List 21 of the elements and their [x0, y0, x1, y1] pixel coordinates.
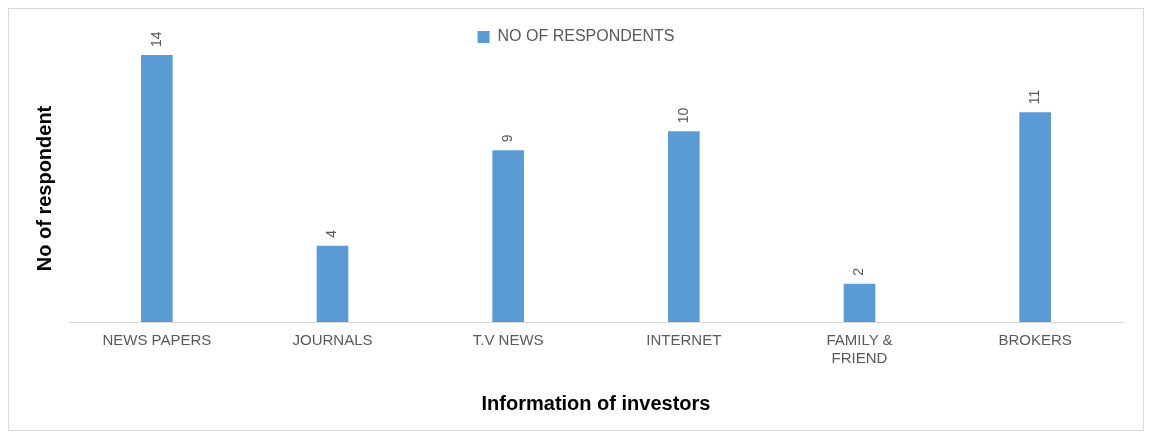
bar — [843, 283, 876, 322]
bar — [141, 55, 173, 322]
x-tick-label: FAMILY & FRIEND — [826, 331, 893, 367]
bar — [316, 245, 349, 322]
x-tick-label: NEWS PAPERS — [102, 331, 212, 349]
x-tick-label: INTERNET — [646, 331, 722, 349]
x-tick-label: JOURNALS — [292, 331, 373, 349]
data-label: 2 — [850, 267, 867, 276]
legend-label: NO OF RESPONDENTS — [497, 27, 675, 45]
x-tick-label: T.V NEWS — [472, 331, 544, 349]
data-label: 10 — [674, 107, 691, 124]
x-tick-label: BROKERS — [998, 331, 1072, 349]
bar — [1019, 112, 1051, 322]
bar — [492, 150, 524, 322]
data-label: 14 — [147, 31, 164, 47]
data-label: 9 — [499, 134, 516, 143]
y-axis-title: No of respondent — [32, 105, 55, 272]
data-label: 4 — [323, 229, 340, 238]
data-label: 11 — [1026, 89, 1043, 105]
x-axis-title: Information of investors — [481, 391, 711, 414]
bar — [668, 131, 700, 322]
